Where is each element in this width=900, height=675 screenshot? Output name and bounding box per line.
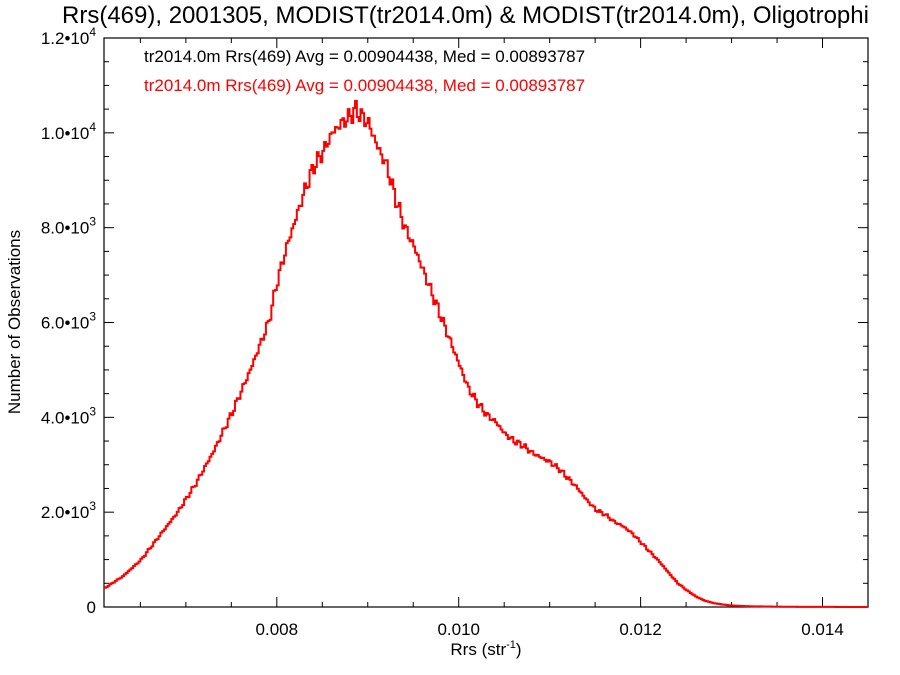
x-axis-ticks: 0.008 0.010 0.012 0.014 (139, 38, 869, 639)
series-layer (104, 99, 868, 608)
x-axis-label: Rrs (str-1) (450, 639, 521, 659)
x-tick-label: 0.012 (619, 620, 662, 639)
y-tick-label: 6.0•103 (41, 310, 97, 333)
y-axis-ticks: 0 2.0•103 4.0•103 6.0•103 8.0•103 1.0•104 1.2•… (41, 25, 868, 617)
y-tick-label: 1.2•104 (41, 25, 97, 48)
x-tick-label: 0.010 (437, 620, 480, 639)
plot-frame (103, 37, 869, 608)
y-tick-label: 8.0•103 (41, 215, 97, 238)
legend-annotation-2: tr2014.0m Rrs(469) Avg = 0.00904438, Med… (144, 76, 585, 95)
y-tick-label: 4.0•103 (41, 404, 97, 427)
chart-title: Rrs(469), 2001305, MODIST(tr2014.0m) & M… (62, 2, 869, 29)
x-tick-label: 0.014 (801, 620, 844, 639)
y-axis-label: Number of Observations (5, 230, 24, 414)
y-tick-label: 1.0•104 (41, 120, 97, 143)
y-tick-label: 2.0•103 (41, 499, 97, 522)
x-tick-label: 0.008 (256, 620, 299, 639)
histogram-series-0 (104, 99, 868, 608)
y-tick-label: 0 (87, 598, 96, 617)
legend-annotation-1: tr2014.0m Rrs(469) Avg = 0.00904438, Med… (144, 47, 585, 66)
